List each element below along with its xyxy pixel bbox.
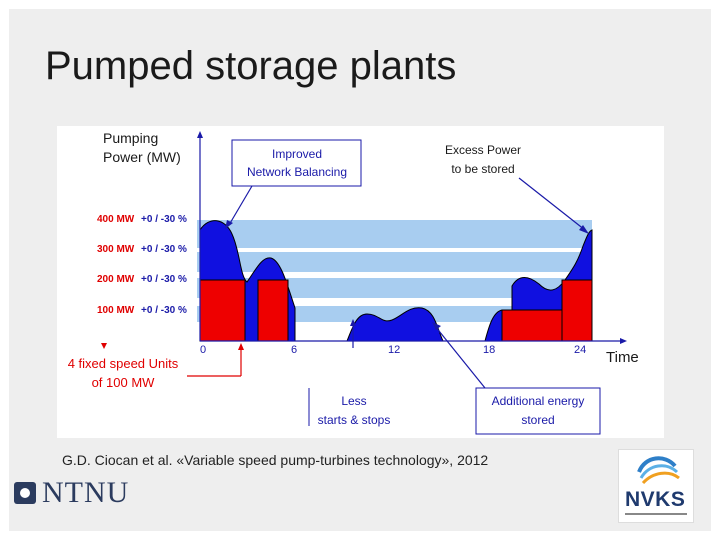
x-tick-0: 0 <box>200 344 206 356</box>
callout-fixed-line1: 4 fixed speed Units <box>68 356 179 371</box>
y-axis-arrow <box>197 131 203 138</box>
level-400-range: +0 / -30 % <box>141 214 187 225</box>
level-100-range: +0 / -30 % <box>141 305 187 316</box>
x-tick-6: 6 <box>291 344 297 356</box>
nvks-tagline-line <box>625 513 687 515</box>
level-100-mw: 100 MW <box>97 305 135 316</box>
callout-excess-arrow <box>518 177 586 231</box>
nvks-logo: NVKS <box>618 449 694 523</box>
callout-additional-line1: Additional energy <box>492 394 585 408</box>
level-300-mw: 300 MW <box>97 244 135 255</box>
level-label-200: 200 MW +0 / -30 % <box>97 274 187 285</box>
callout-excess-line2: to be stored <box>451 162 514 176</box>
red-block-right <box>501 309 563 342</box>
nvks-swirl-icon <box>637 456 680 485</box>
level-label-300: 300 MW +0 / -30 % <box>97 244 187 255</box>
x-tick-24: 24 <box>574 344 586 356</box>
callout-excess-line1: Excess Power <box>445 143 521 157</box>
callout-less-arrowhead <box>350 319 356 326</box>
level-400-mw: 400 MW <box>97 214 135 225</box>
pumped-storage-diagram: Pumping Power (MW) Time 0 6 12 18 24 400… <box>57 126 664 438</box>
x-axis-arrow <box>620 338 627 344</box>
callout-excess-arrowhead <box>579 225 589 234</box>
callout-improved-arrowhead <box>225 220 233 229</box>
blue-curve-middle <box>346 307 444 342</box>
callout-fixed-arrowhead <box>238 343 244 350</box>
band-400 <box>197 220 592 248</box>
red-axis-marker <box>101 343 107 349</box>
ntnu-emblem-icon <box>14 482 36 504</box>
red-block-right-high <box>561 279 593 342</box>
callout-less-line1: Less <box>341 394 366 408</box>
callout-improved-line2: Network Balancing <box>247 165 347 179</box>
level-label-100: 100 MW +0 / -30 % <box>97 305 187 316</box>
x-axis-label: Time <box>606 349 639 366</box>
callout-improved-arrow <box>228 185 253 226</box>
nvks-logo-text: NVKS <box>625 488 686 511</box>
band-300 <box>197 252 592 272</box>
ntnu-logo: NTNU <box>14 476 130 509</box>
level-200-range: +0 / -30 % <box>141 274 187 285</box>
callout-additional-arrow <box>434 325 486 389</box>
callout-additional-line2: stored <box>521 413 554 427</box>
level-300-range: +0 / -30 % <box>141 244 187 255</box>
citation-caption: G.D. Ciocan et al. «Variable speed pump-… <box>62 452 489 468</box>
level-200-mw: 200 MW <box>97 274 135 285</box>
diagram-svg: Pumping Power (MW) Time 0 6 12 18 24 400… <box>68 130 639 435</box>
y-axis-label-line2: Power (MW) <box>103 149 181 165</box>
callout-fixed-line2: of 100 MW <box>92 375 156 390</box>
red-block-left <box>199 279 246 342</box>
band-200 <box>197 278 592 298</box>
callout-additional-arrowhead <box>432 322 441 330</box>
callout-additional-box <box>475 387 601 435</box>
x-tick-18: 18 <box>483 344 495 356</box>
ntnu-logo-text: NTNU <box>42 476 130 509</box>
level-label-400: 400 MW +0 / -30 % <box>97 214 187 225</box>
callout-less-line2: starts & stops <box>318 413 391 427</box>
x-tick-12: 12 <box>388 344 400 356</box>
slide-title: Pumped storage plants <box>45 44 457 88</box>
y-axis-label-line1: Pumping <box>103 130 158 146</box>
callout-improved-box <box>231 139 362 187</box>
red-block-left-notch <box>257 279 289 342</box>
callout-improved-line1: Improved <box>272 147 322 161</box>
